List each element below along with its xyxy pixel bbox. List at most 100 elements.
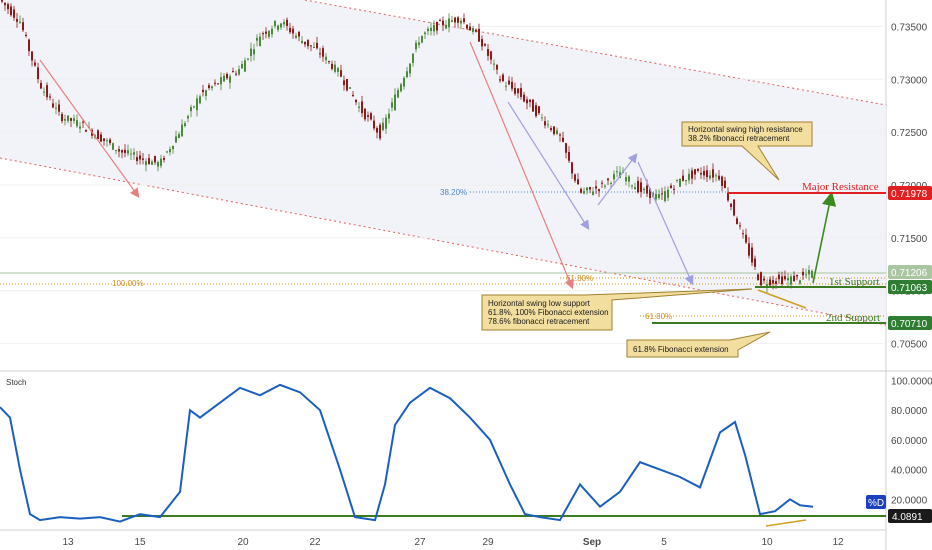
candle-body — [280, 23, 282, 28]
candle-body — [301, 40, 303, 44]
candle-body — [247, 58, 249, 60]
stoch-trend-line — [765, 519, 807, 527]
candle-body — [571, 162, 573, 174]
candle-body — [328, 61, 330, 63]
candle-body — [178, 134, 180, 139]
candle-body — [556, 130, 558, 134]
candle-body — [277, 25, 279, 30]
candle-body — [805, 274, 807, 276]
candle-body — [352, 94, 354, 97]
stoch-tick-label: 60.0000 — [891, 436, 928, 447]
candle-body — [370, 113, 372, 120]
candle-body — [103, 138, 105, 141]
price-tick-label: 0.73000 — [891, 75, 928, 86]
badge-resistance: 0.71978 — [888, 186, 932, 200]
candle-body — [49, 96, 51, 98]
candle-body — [64, 119, 66, 121]
candle-body — [811, 270, 813, 278]
candle-body — [670, 185, 672, 189]
candle-body — [472, 27, 474, 33]
candle-body — [67, 115, 69, 122]
candle-body — [385, 117, 387, 129]
candle-body — [151, 161, 153, 165]
candle-body — [154, 155, 156, 163]
candle-body — [778, 274, 780, 280]
candle-body — [274, 20, 276, 27]
candle-body — [184, 123, 186, 127]
candle-body — [289, 27, 291, 33]
candle-body — [379, 124, 381, 139]
candle-body — [28, 39, 30, 52]
candle-body — [565, 143, 567, 153]
badge-support2: 0.70710 — [888, 316, 932, 330]
candle-body — [115, 150, 117, 152]
stoch-d-line — [0, 383, 814, 523]
arrow-up-green — [812, 191, 837, 284]
candle-body — [649, 188, 651, 198]
candle-body — [808, 269, 810, 275]
candle-body — [520, 88, 522, 98]
candle-body — [394, 94, 396, 111]
candle-body — [187, 116, 189, 119]
candle-body — [397, 90, 399, 98]
candle-body — [724, 180, 726, 188]
candle-body — [193, 106, 195, 108]
candle-body — [427, 28, 429, 32]
candle-body — [166, 151, 168, 153]
candle-body — [727, 192, 729, 201]
candle-body — [712, 169, 714, 178]
candle-body — [484, 44, 486, 46]
candle-body — [34, 62, 36, 66]
time-tick-label: 12 — [832, 537, 844, 548]
candle-body — [496, 64, 498, 70]
candle-body — [262, 33, 264, 35]
candle-body — [799, 280, 801, 284]
candle-body — [208, 85, 210, 89]
badge-stoch-level: 4.0891 — [888, 509, 932, 523]
candle-body — [142, 158, 144, 160]
svg-text:%D: %D — [868, 498, 884, 509]
candle-body — [529, 99, 531, 103]
candle-body — [253, 49, 255, 55]
candle-body — [553, 126, 555, 135]
candle-body — [124, 149, 126, 154]
candle-body — [730, 203, 732, 207]
candle-body — [415, 42, 417, 50]
stoch-tick-label: 40.0000 — [891, 466, 928, 477]
candle-body — [358, 106, 360, 108]
candle-body — [769, 279, 771, 286]
candle-body — [802, 271, 804, 276]
candle-body — [733, 199, 735, 216]
candle-body — [538, 106, 540, 114]
candle-body — [664, 191, 666, 202]
fib-100-label: 100.00% — [112, 279, 144, 288]
candle-body — [229, 76, 231, 83]
price-tick-label: 0.71500 — [891, 234, 928, 245]
candle-body — [550, 128, 552, 131]
badge-support1: 0.71063 — [888, 280, 932, 294]
candle-body — [709, 175, 711, 179]
candle-body — [259, 36, 261, 47]
candle-body — [466, 24, 468, 29]
candle-body — [424, 32, 426, 34]
candle-body — [364, 108, 366, 120]
major-resistance-label: Major Resistance — [802, 181, 879, 193]
candle-body — [499, 79, 501, 81]
candle-body — [25, 34, 27, 37]
price-tick-label: 0.72500 — [891, 128, 928, 139]
candle-body — [298, 31, 300, 37]
candle-body — [322, 48, 324, 57]
candle-body — [442, 20, 444, 26]
candle-body — [640, 182, 642, 192]
candle-body — [781, 276, 783, 285]
candle-body — [625, 177, 627, 182]
candle-body — [562, 137, 564, 142]
candle-body — [700, 172, 702, 175]
callout-support-line2: 61.8%, 100% Fibonacci extension — [488, 308, 609, 317]
candle-body — [715, 175, 717, 177]
candle-body — [772, 280, 774, 284]
candle-body — [454, 17, 456, 23]
time-axis-ticks: 13 15 20 22 27 29 Sep 5 10 12 — [62, 537, 844, 548]
candle-body — [490, 51, 492, 60]
